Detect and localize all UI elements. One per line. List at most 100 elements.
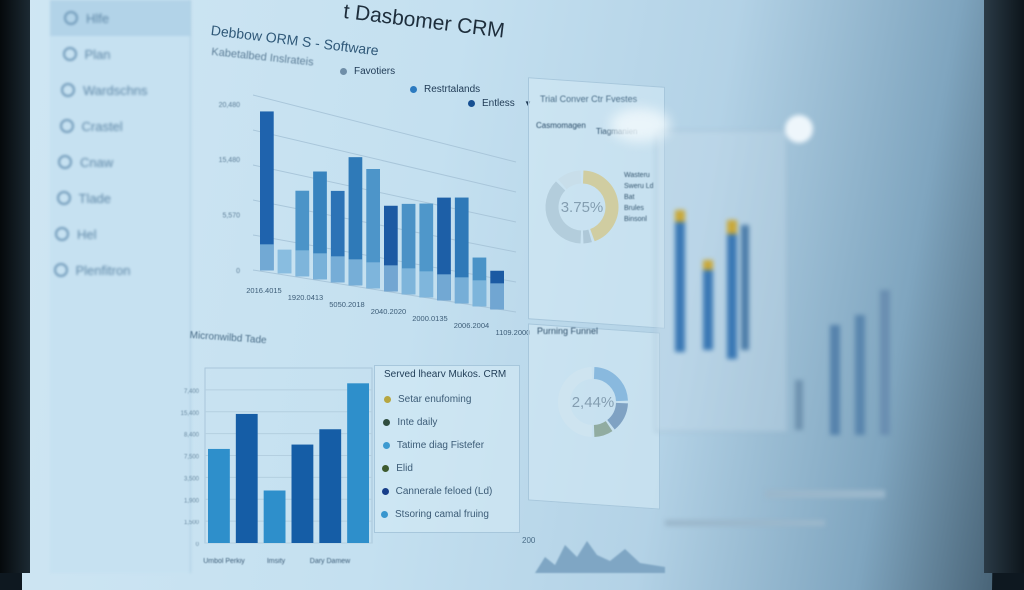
user-icon <box>56 191 71 205</box>
gridline <box>252 129 517 193</box>
sidebar-item-0[interactable]: Hlfe <box>50 0 190 36</box>
background-widgets <box>655 100 985 573</box>
bar-base-segment <box>437 274 451 301</box>
bar-base-segment <box>419 271 434 298</box>
donut1-side-label: Binsonl <box>624 216 647 223</box>
bar <box>348 157 363 286</box>
legend-box-title: Served lhearv Mukos. CRM <box>384 369 507 380</box>
bar <box>313 171 327 280</box>
sidebar-item-6[interactable]: Hel <box>41 216 190 252</box>
x-tick-label: 2000.0135 <box>412 314 447 323</box>
legend-label: Cannerale feloed (Ld) <box>395 486 493 497</box>
legend-box <box>374 365 520 533</box>
x-tick-label: Umbol Perkiy <box>203 558 245 565</box>
donut1-side-label: Bat <box>624 194 635 201</box>
phone-icon <box>61 83 75 97</box>
legend-box-item[interactable]: Tatime diag Fistefer <box>382 434 493 457</box>
legend-box-item[interactable]: Inte daily <box>383 411 492 434</box>
donut1-title: Trial Conver Ctr Fvestes <box>540 94 638 104</box>
screen-glare <box>610 108 670 142</box>
sidebar-item-label: Wardschns <box>83 82 148 98</box>
area-chart-thumbnail <box>535 541 665 573</box>
document-icon <box>62 47 77 61</box>
gridline <box>252 164 517 223</box>
bar-base-segment <box>330 256 345 283</box>
x-tick-label: 2006.2004 <box>454 321 489 330</box>
bar-base-segment <box>384 265 398 292</box>
legend-box-item[interactable]: Setar enufoming <box>384 388 492 411</box>
gridline <box>252 94 517 163</box>
y-tick-label: 7,400 <box>184 389 200 395</box>
y-tick-label: 3,500 <box>184 476 200 482</box>
gear-icon <box>64 11 78 25</box>
legend-box-item[interactable]: Stsoring camal fruing <box>381 503 492 526</box>
y-tick-label: 0 <box>236 268 240 275</box>
legend-label: Tatime diag Fistefer <box>396 440 485 451</box>
x-tick-label: Dary Damew <box>310 558 351 565</box>
location-icon <box>53 263 68 277</box>
sidebar-item-5[interactable]: Tlade <box>43 180 191 216</box>
x-tick-label: 2040.2020 <box>371 307 406 316</box>
monitor-bezel-left <box>0 0 30 573</box>
bar <box>366 169 380 289</box>
sidebar: Hlfe Plan Wardschns Crastel Cnaw Tlade Hel Plen… <box>50 0 191 573</box>
legend-swatch <box>468 100 475 107</box>
sidebar-item-label: Crastel <box>81 118 123 134</box>
x-tick-label: Imsity <box>267 558 286 565</box>
x-tick-label: 2016.4015 <box>246 286 281 295</box>
legend-label: Restrtalands <box>424 84 481 95</box>
legend-item[interactable]: Restrtalands <box>410 78 480 101</box>
y-tick-label: 15,480 <box>219 157 241 164</box>
sidebar-item-1[interactable]: Plan <box>49 36 191 72</box>
legend-box-item[interactable]: Cannerale feloed (Ld) <box>381 480 493 503</box>
calendar-icon <box>55 227 69 241</box>
legend-item[interactable]: Entless <box>468 92 515 115</box>
donut1-side-label: Sweru Ld <box>624 183 654 190</box>
sidebar-item-label: Plenfitron <box>75 262 131 278</box>
bar-base-segment <box>277 249 292 274</box>
sidebar-item-label: Cnaw <box>80 154 114 170</box>
legend-item[interactable]: Favotiers <box>340 60 395 83</box>
bar-base-segment <box>454 277 469 304</box>
legend-swatch <box>381 488 389 495</box>
bar <box>235 413 258 543</box>
y-tick-label: 1,900 <box>184 498 200 504</box>
y-tick-label: 0 <box>196 542 200 548</box>
bar <box>319 429 342 543</box>
bar-base-segment <box>366 262 380 289</box>
bar <box>263 490 286 543</box>
bar-base-segment <box>401 268 416 295</box>
legend-swatch <box>382 442 390 449</box>
small-axis-label: 200 <box>522 536 536 545</box>
legend-swatch <box>340 68 347 75</box>
bar-base-segment <box>490 283 504 310</box>
bar-base-segment <box>295 250 310 277</box>
donut1-tab-1[interactable]: Casmomagen <box>536 121 586 130</box>
y-tick-label: 1,500 <box>184 520 200 526</box>
bar <box>208 448 230 543</box>
sidebar-item-4[interactable]: Cnaw <box>44 144 190 180</box>
donut-panel-2 <box>528 323 660 510</box>
sidebar-item-label: Hlfe <box>86 10 110 26</box>
x-tick-label: 1920.0413 <box>288 293 323 302</box>
legend-label: Setar enufoming <box>398 394 472 405</box>
bar-base-segment <box>313 253 327 280</box>
bar <box>260 111 274 271</box>
legend-box-item[interactable]: Elid <box>382 457 492 480</box>
home-icon <box>58 155 72 169</box>
sidebar-item-2[interactable]: Wardschns <box>47 72 190 108</box>
legend-swatch <box>384 396 391 403</box>
sidebar-item-label: Hel <box>77 226 97 242</box>
y-tick-label: 8,400 <box>184 433 200 439</box>
y-tick-label: 20,480 <box>219 102 241 109</box>
legend-label: Stsoring camal fruing <box>395 509 489 520</box>
monitor-bezel-right <box>984 0 1024 573</box>
filter-triangle-down-icon[interactable]: ▼ <box>524 99 532 108</box>
bar-base-segment <box>348 259 363 286</box>
legend-label: Favotiers <box>354 66 396 77</box>
sidebar-item-3[interactable]: Crastel <box>46 108 191 144</box>
settings-icon <box>59 119 74 133</box>
sidebar-item-7[interactable]: Plenfitron <box>40 252 191 288</box>
bar-base-segment <box>472 280 487 307</box>
